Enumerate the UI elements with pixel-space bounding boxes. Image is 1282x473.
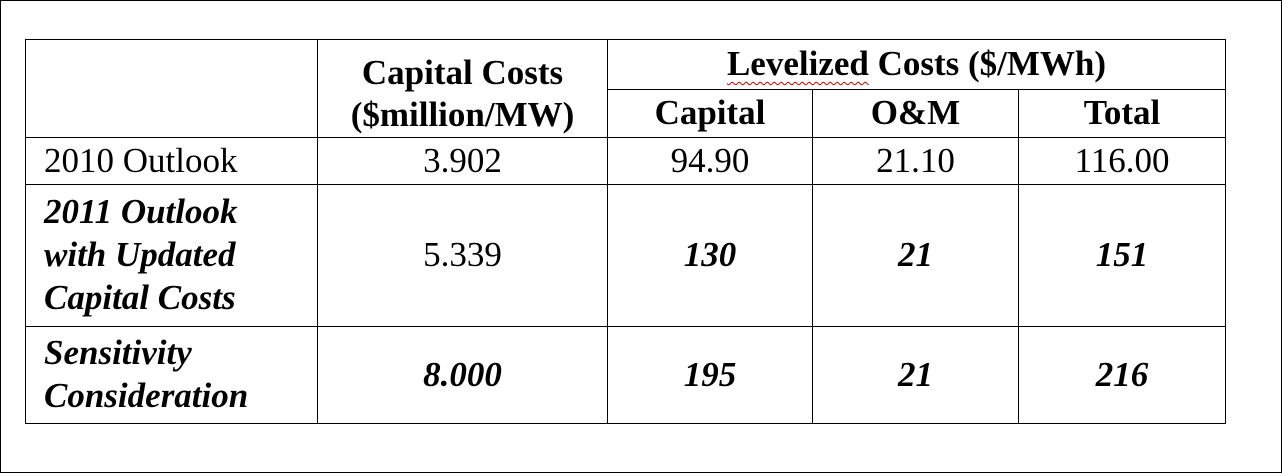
cell-levelized-total-sensitivity: 216 (1018, 326, 1226, 424)
table-row-2011-outlook: 2011 Outlook with Updated Capital Costs … (25, 184, 1226, 327)
cost-table-container: Capital Costs ($million/MW) Levelized Co… (25, 39, 1226, 424)
cell-levelized-capital-2010: 94.90 (607, 137, 813, 185)
table-row-sensitivity: Sensitivity Consideration 8.000 195 21 2… (25, 326, 1226, 424)
cell-levelized-total-2010: 116.00 (1018, 137, 1226, 185)
header-capital-costs-line2: ($million/MW) (350, 95, 575, 135)
header-sub-total: Total (1018, 89, 1226, 138)
header-row-top: Capital Costs ($million/MW) Levelized Co… (25, 39, 1226, 138)
cell-capital-cost-2010: 3.902 (317, 137, 608, 185)
row-label-sensitivity-line2: Consideration (44, 376, 249, 415)
row-label-2011-line1: 2011 Outlook (44, 192, 238, 232)
header-sub-capital: Capital (607, 89, 813, 138)
cell-levelized-capital-sensitivity: 195 (607, 326, 813, 424)
cell-capital-cost-2011: 5.339 (317, 184, 608, 327)
row-label-2011-line2: with Updated (44, 235, 236, 275)
header-row-sub: Capital O&M Total (26, 89, 1226, 138)
table-row-2010-outlook: 2010 Outlook 3.902 94.90 21.10 116.00 (25, 137, 1226, 185)
cell-capital-cost-sensitivity: 8.000 (317, 326, 608, 424)
row-label-2010: 2010 Outlook (25, 137, 318, 185)
cell-levelized-om-2011: 21 (812, 184, 1019, 327)
cell-levelized-total-2011: 151 (1018, 184, 1226, 327)
row-label-sensitivity-line1: Sensitivity (44, 333, 192, 373)
header-levelized-word: Levelized (726, 44, 869, 84)
row-label-sensitivity: Sensitivity Consideration (25, 326, 318, 424)
header-levelized-rest: Costs ($/MWh) (868, 44, 1107, 84)
header-capital-costs-line1: Capital Costs (361, 52, 564, 92)
cell-levelized-om-sensitivity: 21 (812, 326, 1019, 424)
row-label-2011: 2011 Outlook with Updated Capital Costs (25, 184, 318, 327)
header-corner-cell (25, 39, 318, 138)
row-label-2011-line3: Capital Costs (44, 277, 236, 317)
cell-levelized-om-2010: 21.10 (812, 137, 1019, 185)
header-capital-costs: Capital Costs ($million/MW) (317, 39, 608, 138)
header-sub-om: O&M (812, 89, 1019, 138)
cost-comparison-table: Capital Costs ($million/MW) Levelized Co… (25, 39, 1226, 424)
header-levelized-costs: Levelized Costs ($/MWh) (607, 39, 1226, 90)
cell-levelized-capital-2011: 130 (607, 184, 813, 327)
